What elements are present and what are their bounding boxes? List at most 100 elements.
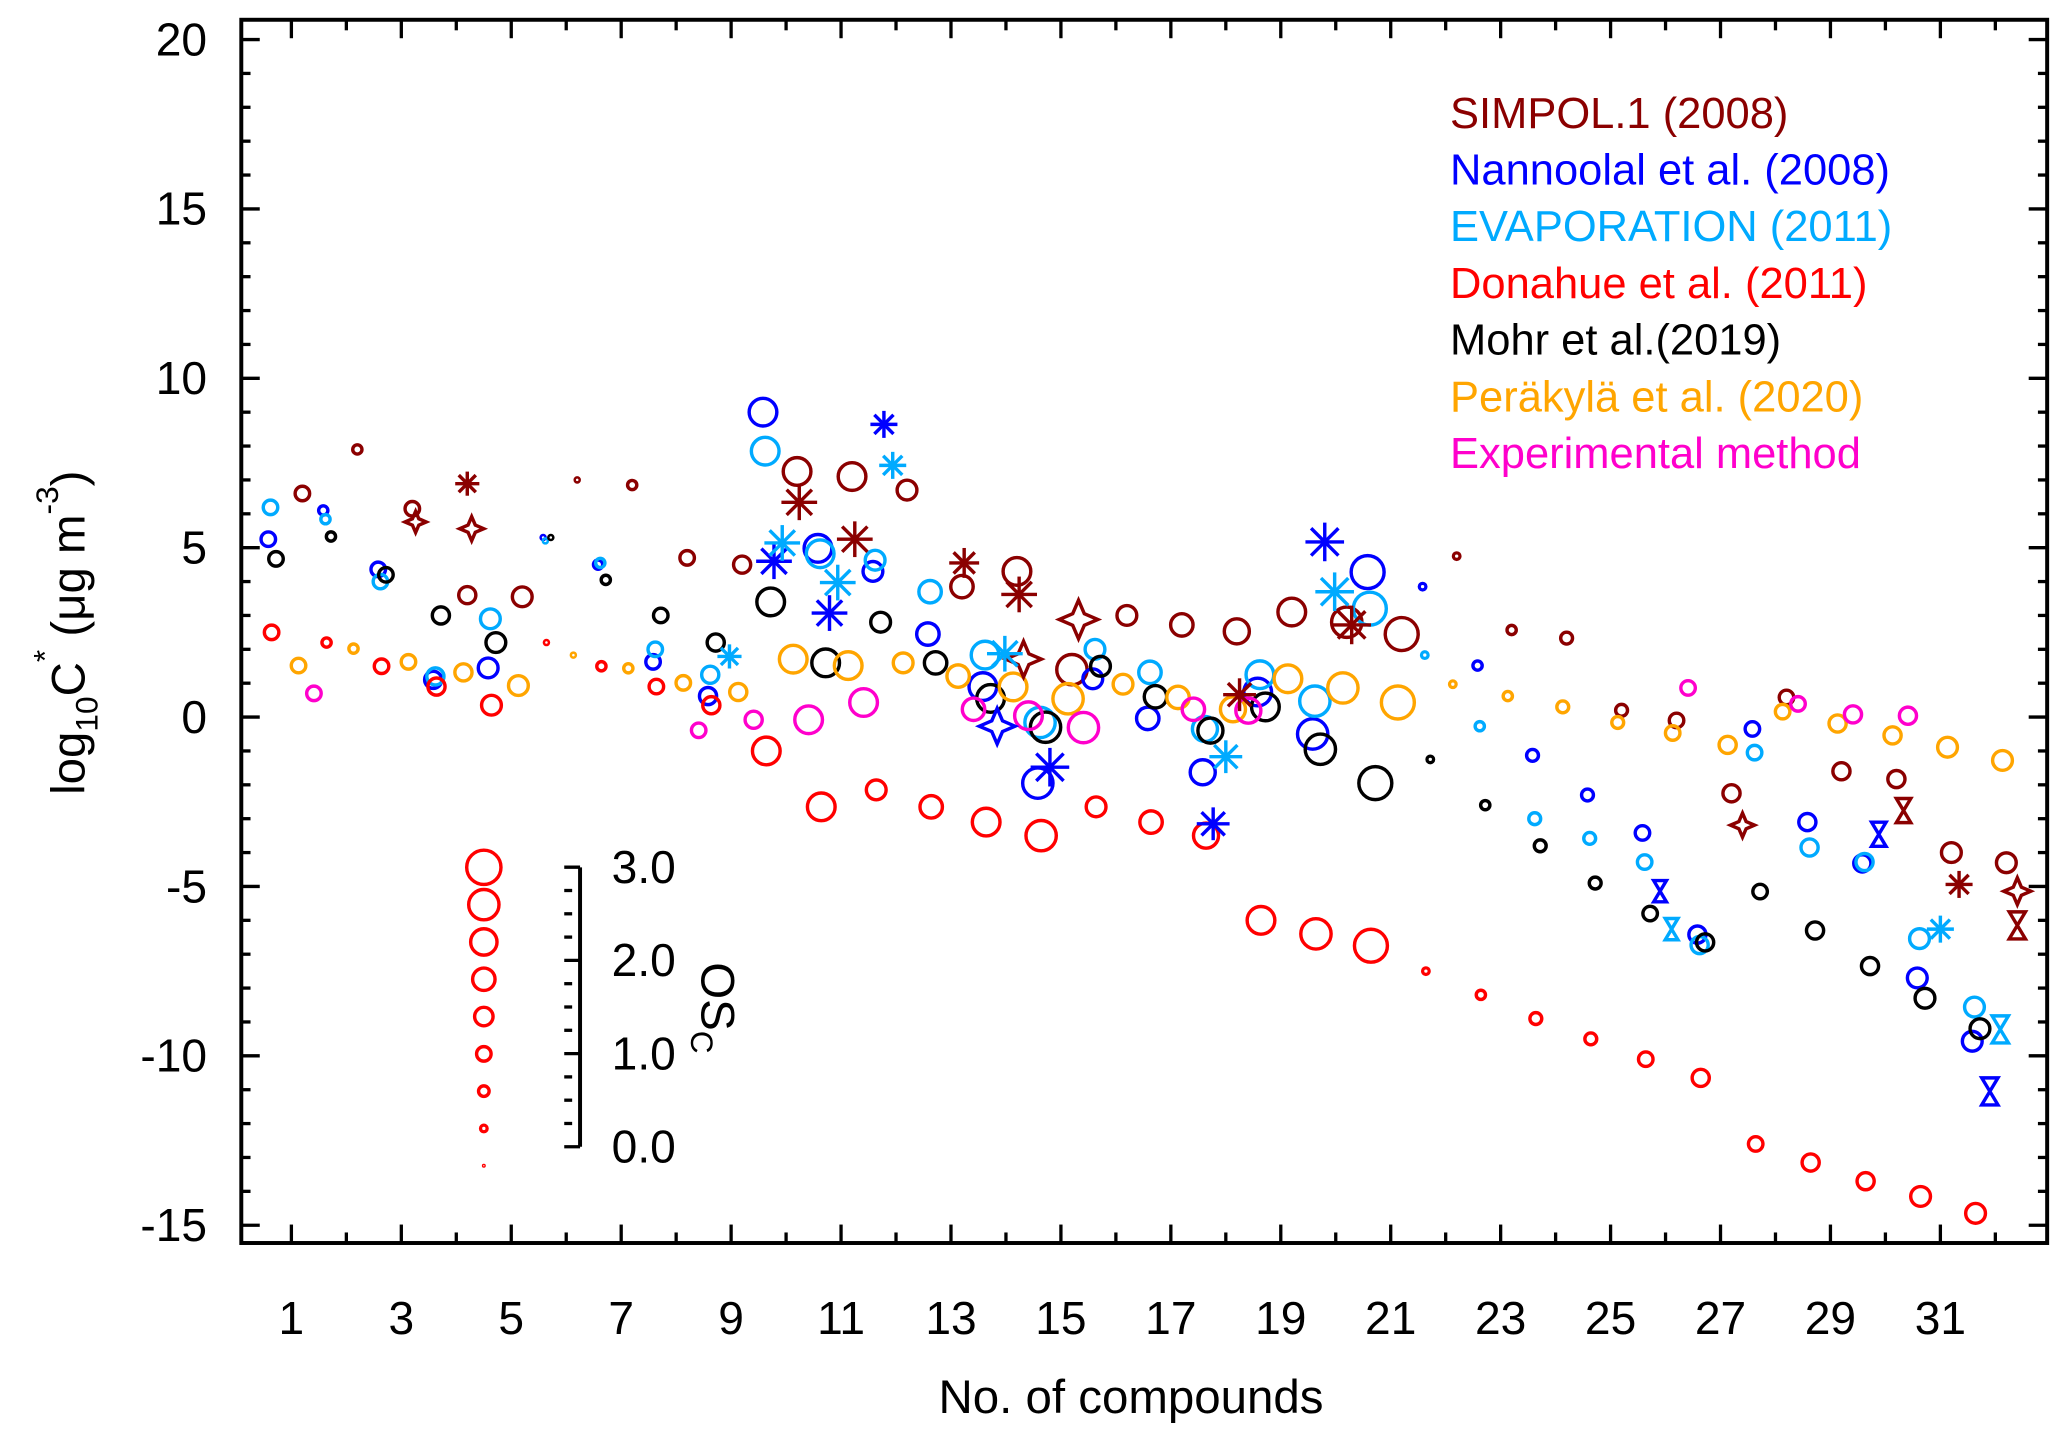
- x-tick-label: 27: [1695, 1292, 1746, 1344]
- asterisk-stroke: [952, 551, 976, 575]
- star-point: [1726, 808, 1759, 842]
- circle-point: [1610, 714, 1626, 731]
- circle-point: [1960, 1029, 1984, 1053]
- asterisk-point: [1305, 522, 1345, 562]
- x-tick-label: 5: [498, 1292, 524, 1344]
- y-tick-label: 5: [181, 522, 207, 574]
- circle-point: [425, 666, 446, 687]
- osc-size-circle: [468, 927, 499, 957]
- circle-point: [1854, 851, 1875, 873]
- circle-point: [262, 623, 281, 642]
- asterisk-stroke: [719, 646, 740, 667]
- circle-point: [1451, 551, 1462, 562]
- circle-point: [1088, 654, 1113, 678]
- circle-point: [479, 693, 504, 717]
- circle-point: [949, 573, 975, 600]
- asterisk-stroke: [785, 488, 814, 517]
- circle-point: [1641, 904, 1660, 923]
- circle-point: [777, 643, 809, 675]
- circle-point: [1349, 553, 1386, 591]
- y-tick-label: 10: [156, 352, 207, 404]
- osc-title: OSC: [684, 962, 744, 1053]
- circle-point: [646, 640, 665, 659]
- circle-point: [810, 647, 842, 679]
- osc-size-legend: OSC 3.0 2.0 1.0 0.0: [464, 841, 744, 1173]
- legend-entry: SIMPOL.1 (2008): [1450, 90, 1788, 138]
- axis-ticks: [241, 19, 2048, 1244]
- circle-point: [1066, 710, 1101, 745]
- bowtie-point: [1978, 1076, 2001, 1107]
- circle-point: [747, 396, 779, 428]
- circle-point: [1745, 743, 1764, 762]
- circle-point: [1743, 719, 1762, 738]
- circle-point: [426, 676, 447, 697]
- data-points: [259, 396, 2036, 1225]
- circle-point: [864, 778, 888, 802]
- circle-point: [1473, 719, 1487, 733]
- bowtie-point: [1989, 1014, 2012, 1045]
- circle-point: [1907, 927, 1932, 951]
- circle-point: [1165, 684, 1191, 711]
- osc-size-circle: [476, 1084, 491, 1099]
- circle-point: [1051, 681, 1085, 716]
- star-point: [1999, 873, 2036, 910]
- circle-point: [1633, 823, 1652, 842]
- legend-entry: Donahue et al. (2011): [1450, 260, 1867, 308]
- circle-point: [1115, 603, 1139, 628]
- circle-point: [259, 530, 278, 549]
- circle-point: [453, 662, 474, 683]
- bowtie-point: [1893, 796, 1914, 825]
- circle-point: [793, 704, 825, 736]
- circle-point: [861, 559, 885, 584]
- asterisk-stroke: [1309, 527, 1340, 557]
- circle-point: [1505, 623, 1518, 637]
- x-tick-label: 1: [279, 1292, 305, 1344]
- circle-point: [541, 537, 550, 545]
- circle-point: [1994, 851, 2018, 875]
- circle-point: [1352, 927, 1390, 964]
- circle-point: [743, 709, 764, 731]
- osc-size-circle: [470, 966, 497, 993]
- x-tick-label: 19: [1255, 1292, 1306, 1344]
- circle-point: [1635, 853, 1654, 872]
- bowtie-point: [1868, 820, 1890, 849]
- asterisk-stroke: [881, 454, 904, 477]
- circle-point: [1084, 795, 1108, 819]
- circle-point: [320, 636, 333, 649]
- circle-point: [1326, 671, 1360, 705]
- circle-point: [351, 443, 364, 456]
- asterisk-stroke: [1005, 580, 1033, 609]
- asterisk-point: [1945, 870, 1973, 898]
- circle-point: [1990, 748, 2015, 773]
- circle-point: [1579, 787, 1596, 803]
- x-tick-label: 17: [1145, 1292, 1196, 1344]
- circle-point: [1188, 758, 1217, 787]
- circle-point: [376, 565, 395, 584]
- circle-point: [1913, 986, 1937, 1010]
- circle-point: [1789, 694, 1807, 713]
- circle-point: [319, 512, 332, 526]
- circle-point: [997, 671, 1029, 703]
- asterisk-point: [1209, 740, 1243, 774]
- osc-size-circle: [472, 1005, 495, 1028]
- circle-point: [1218, 695, 1248, 724]
- circle-point: [569, 651, 578, 659]
- osc-tick-label: 0.0: [612, 1121, 676, 1173]
- y-tick-label: 0: [181, 691, 207, 743]
- circle-point: [1859, 955, 1881, 977]
- circle-point: [1137, 659, 1163, 686]
- circle-point: [542, 638, 551, 647]
- circle-point: [945, 663, 972, 689]
- legend-entry: Peräkylä et al. (2020): [1450, 373, 1863, 421]
- circle-point: [1842, 704, 1864, 725]
- circle-point: [1582, 830, 1598, 846]
- circle-point: [399, 652, 418, 671]
- circle-point: [701, 694, 722, 716]
- osc-tick-label: 2.0: [612, 934, 676, 986]
- circle-point: [1935, 735, 1960, 759]
- circle-point: [1679, 678, 1698, 697]
- legend: SIMPOL.1 (2008) Nannoolal et al. (2008) EV…: [1450, 90, 1892, 478]
- asterisk-point: [781, 484, 818, 521]
- circle-point: [699, 664, 721, 686]
- circle-point: [1272, 663, 1304, 695]
